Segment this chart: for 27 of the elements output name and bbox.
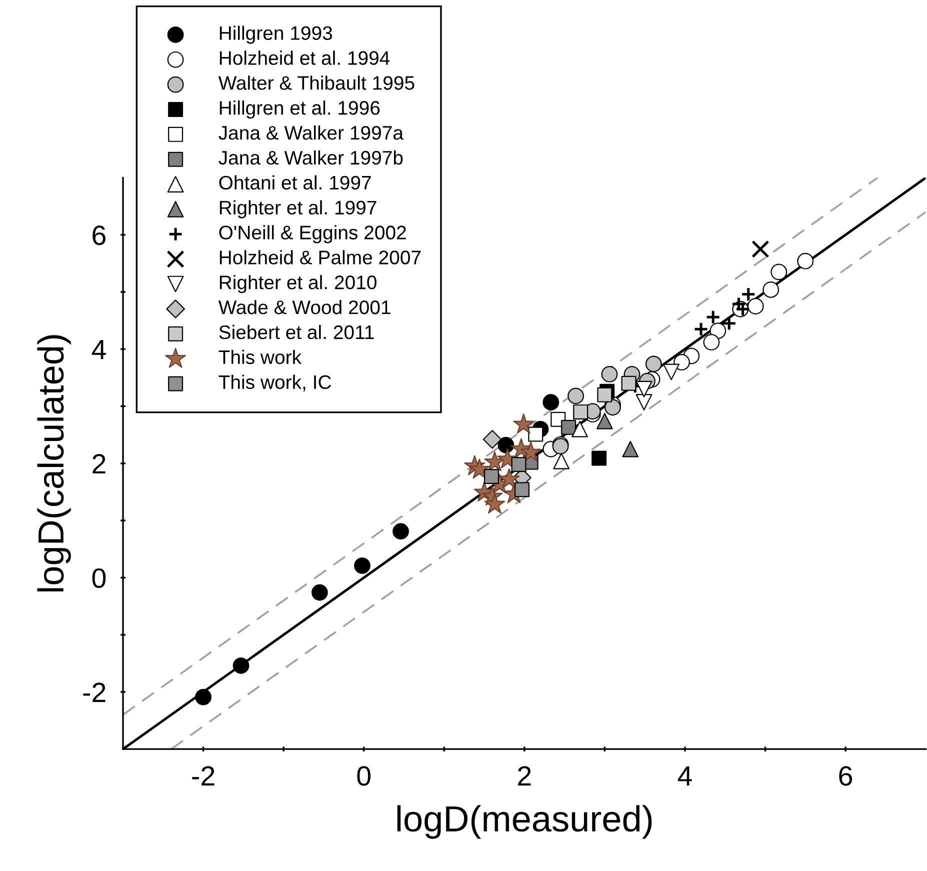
legend-label: Jana & Walker 1997a [218, 125, 404, 140]
y-tick-label: 6 [92, 225, 106, 246]
legend-label: Walter & Thibault 1995 [218, 76, 414, 90]
y-axis-title: logD(calculated) [37, 335, 71, 592]
x-tick-label: 4 [678, 766, 692, 786]
legend-label: Righter et al. 1997 [220, 200, 376, 218]
legend-label: This work, IC [218, 374, 332, 392]
y-tick-label: 2 [92, 454, 106, 474]
x-axis-title: logD(measured) [397, 805, 652, 839]
legend-label: Holzheid et al. 1994 [220, 50, 390, 65]
legend-label: Hillgren 1993 [220, 26, 332, 44]
x-tick-label: 6 [839, 766, 852, 786]
y-tick-label: 0 [92, 568, 106, 588]
y-tick-label: 4 [92, 340, 106, 360]
x-tick-label: 2 [518, 766, 531, 786]
legend-label: Ohtani et al. 1997 [219, 175, 371, 190]
legend-label: Righter et al. 2010 [220, 275, 376, 294]
legend-label: Holzheid & Palme 2007 [220, 250, 421, 264]
y-tick-label: -2 [83, 682, 106, 702]
x-tick-label: -2 [192, 766, 214, 786]
legend-label: Jana & Walker 1997b [218, 150, 403, 165]
legend-label: Wade & Wood 2001 [218, 300, 390, 314]
x-tick-label: 0 [357, 766, 370, 786]
legend-label: O'Neill & Eggins 2002 [219, 225, 406, 244]
legend-label: Hillgren et al. 1996 [220, 100, 380, 119]
legend-label: Siebert et al. 2011 [219, 324, 374, 340]
legend-label: This work [218, 350, 302, 364]
